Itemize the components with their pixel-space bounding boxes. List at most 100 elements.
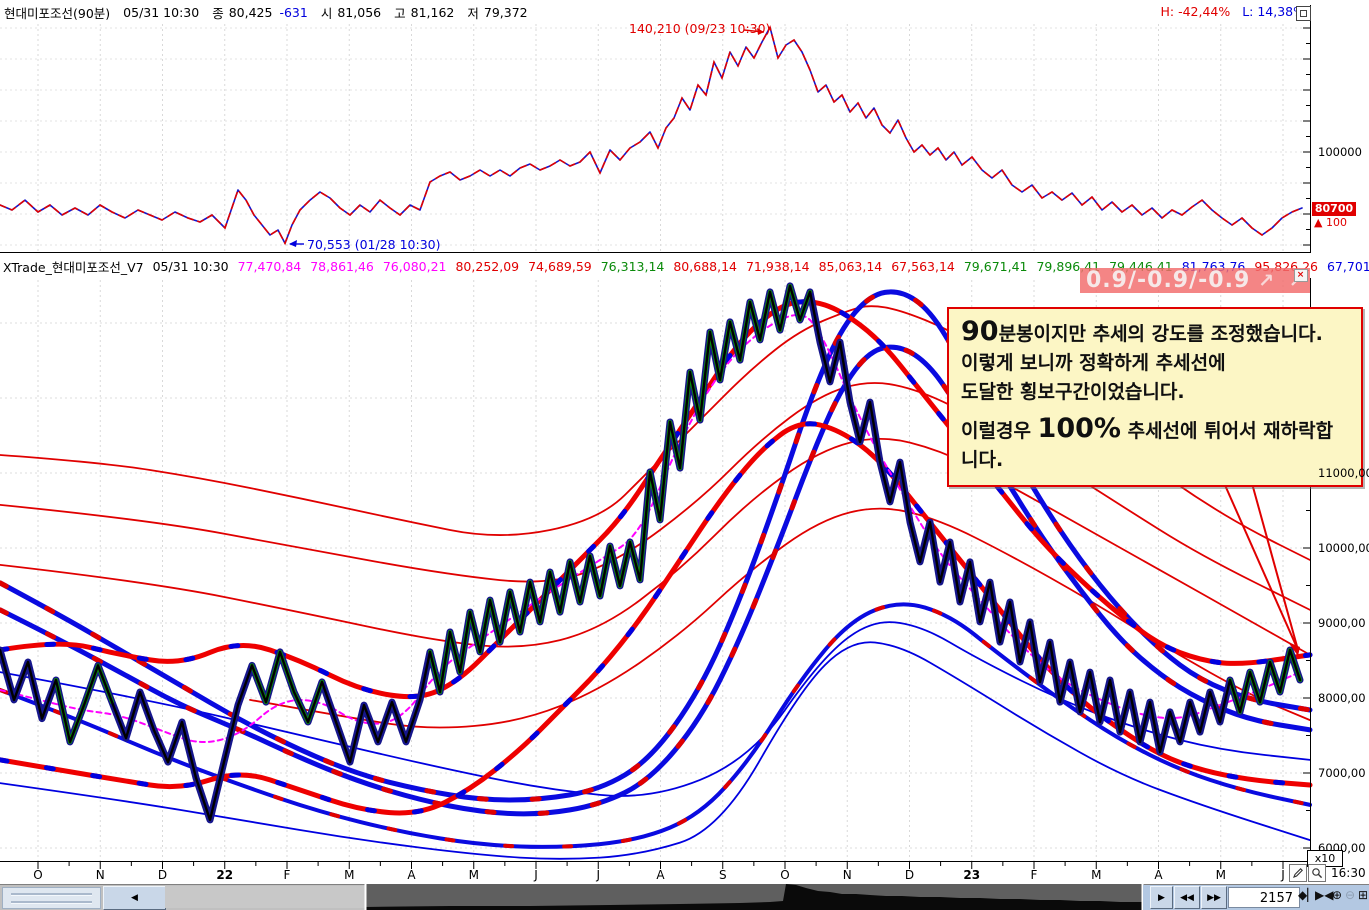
main-axis-label: 7000,00 xyxy=(1318,766,1366,780)
last-price-badge: 80700 xyxy=(1312,202,1356,216)
month-label: J xyxy=(534,868,538,882)
indicator-title: XTrade_현대미포조선_V7 xyxy=(3,260,144,275)
month-label: A xyxy=(656,868,665,882)
indicator-value: 85,063,14 xyxy=(818,259,883,274)
pencil-icon xyxy=(1293,868,1303,878)
low-value: 79,372 xyxy=(483,4,528,20)
series-uptrend-green-c xyxy=(1228,648,1302,714)
month-label: J xyxy=(596,868,601,882)
scrollbar-track[interactable] xyxy=(165,886,365,908)
series-uptrend-green-a xyxy=(54,663,114,744)
month-label: M xyxy=(1091,868,1102,882)
series-uptrend-green-b xyxy=(250,649,324,724)
series-thin-blue-1 xyxy=(0,621,1311,797)
month-label: M xyxy=(468,868,479,882)
indicator-value: 77,470,84 xyxy=(237,259,302,274)
series-uptrend-green-main xyxy=(428,283,812,694)
trend-strength-overlay[interactable]: 0.9/-0.9/-0.9 ↗ ↗ × xyxy=(1080,268,1310,293)
series-price-dash xyxy=(0,25,1303,246)
indicator-value: 76,313,14 xyxy=(600,259,665,274)
indicator-value: 76,080,21 xyxy=(382,259,447,274)
bowtie-marker-icon[interactable]: ▶◀ xyxy=(1315,888,1334,902)
indicator-value: 71,938,14 xyxy=(745,259,810,274)
note-line: 이렇게 보니까 정확하게 추세선에 xyxy=(961,352,1226,374)
scroll-left-button[interactable]: ◀ xyxy=(103,886,166,910)
month-label: F xyxy=(283,868,291,882)
series-fan-red-4 xyxy=(249,507,1311,729)
fast-back-button[interactable]: ◀◀ xyxy=(1174,886,1200,909)
change-value: -631 xyxy=(279,4,308,20)
month-label: S xyxy=(718,868,727,882)
magnifier-icon xyxy=(1312,868,1323,879)
month-label: M xyxy=(1215,868,1226,882)
zoom-tool-button[interactable] xyxy=(1308,864,1326,882)
trend-arrows-icon: ↗ ↗ xyxy=(1258,270,1309,292)
indicator-value: 67,563,14 xyxy=(891,259,955,274)
step-forward-button[interactable]: ▶ xyxy=(1150,886,1173,909)
indicator-value: 78,861,46 xyxy=(310,259,374,274)
scrollbar-grip[interactable] xyxy=(2,887,101,909)
series-thin-blue-2 xyxy=(0,641,1311,860)
top-chart-header: 현대미포조선(90분) 05/31 10:30 종 80,425 -631 시 … xyxy=(4,3,528,21)
month-label: N xyxy=(95,868,105,882)
note-line: 이럴경우 100% 추세선에 튀어서 재하락합니다. xyxy=(961,413,1334,471)
main-axis-label: 11000,00 xyxy=(1318,466,1369,480)
indicator-value: 80,252,09 xyxy=(455,259,520,274)
month-label: J xyxy=(1281,868,1285,882)
month-label: D xyxy=(904,868,915,882)
close-value: 80,425 xyxy=(228,4,273,20)
low-label: 저 xyxy=(467,5,479,21)
draw-tool-button[interactable] xyxy=(1289,864,1307,882)
low-annotation: 70,553 (01/28 10:30) xyxy=(307,237,441,252)
month-label: O xyxy=(780,868,790,882)
series-env-blue-outer-dash xyxy=(0,602,1312,849)
expand-icon[interactable]: ⊞ xyxy=(1358,888,1369,902)
session-end-time: 16:30 xyxy=(1331,866,1366,880)
h-percent: H: -42,44% xyxy=(1160,4,1231,19)
month-label: A xyxy=(407,868,416,882)
series-price xyxy=(0,26,1303,245)
month-label: A xyxy=(1154,868,1163,882)
top-axis-label-100000: 100000 xyxy=(1318,145,1362,159)
month-label: M xyxy=(344,868,355,882)
indicator-value: 80,688,14 xyxy=(673,259,737,274)
axis-unit-badge: x10 xyxy=(1307,850,1343,867)
main-axis-label: 9000,00 xyxy=(1318,616,1366,630)
month-label: O xyxy=(33,868,43,882)
analysis-note-box[interactable]: 90분봉이지만 추세의 강도를 조정했습니다. 이렇게 보니까 정확하게 추세선에… xyxy=(947,307,1363,487)
zoom-out-icon[interactable]: ⊖ xyxy=(1345,888,1356,902)
trend-strength-values: 0.9/-0.9/-0.9 xyxy=(1086,268,1251,293)
month-label: 23 xyxy=(963,868,981,882)
indicator-value: 79,671,41 xyxy=(963,259,1028,274)
indicator-datetime: 05/31 10:30 xyxy=(152,259,229,274)
chart-settings-icon[interactable] xyxy=(1296,6,1311,21)
high-annotation: 140,210 (09/23 10:30) xyxy=(629,21,771,36)
bar-count-input[interactable] xyxy=(1228,887,1300,908)
header-datetime: 05/31 10:30 xyxy=(123,4,200,20)
month-label: 22 xyxy=(216,868,234,882)
l-percent: L: 14,38% xyxy=(1242,4,1305,19)
hl-percent: H: -42,44% L: 14,38% xyxy=(1161,4,1306,19)
zoom-in-icon[interactable]: ⊕ xyxy=(1332,888,1343,902)
overlay-close-icon[interactable]: × xyxy=(1294,269,1308,282)
note-line: 90분봉이지만 추세의 강도를 조정했습니다. xyxy=(961,316,1323,347)
open-value: 81,056 xyxy=(337,4,382,20)
open-label: 시 xyxy=(320,5,333,21)
series-env-blue-outer xyxy=(0,602,1312,849)
diamond-marker-icon[interactable]: ◆▏ xyxy=(1298,888,1317,902)
fast-forward-button[interactable]: ▶▶ xyxy=(1201,886,1227,909)
month-label: N xyxy=(842,868,852,882)
note-line: 도달한 횡보구간이었습니다. xyxy=(961,381,1185,403)
high-label: 고 xyxy=(394,5,406,21)
month-label: D xyxy=(157,868,168,882)
high-value: 81,162 xyxy=(410,4,455,20)
indicator-value: 74,689,59 xyxy=(528,259,592,274)
indicator-value: 67,701,26 xyxy=(1326,259,1369,274)
close-label: 종 xyxy=(212,5,224,21)
main-axis-label: 10000,00 xyxy=(1318,541,1369,555)
last-price-change: ▲ 100 xyxy=(1314,216,1347,229)
month-label: F xyxy=(1030,868,1038,882)
symbol-title: 현대미포조선(90분) xyxy=(4,5,111,21)
main-axis-label: 8000,00 xyxy=(1318,691,1366,705)
